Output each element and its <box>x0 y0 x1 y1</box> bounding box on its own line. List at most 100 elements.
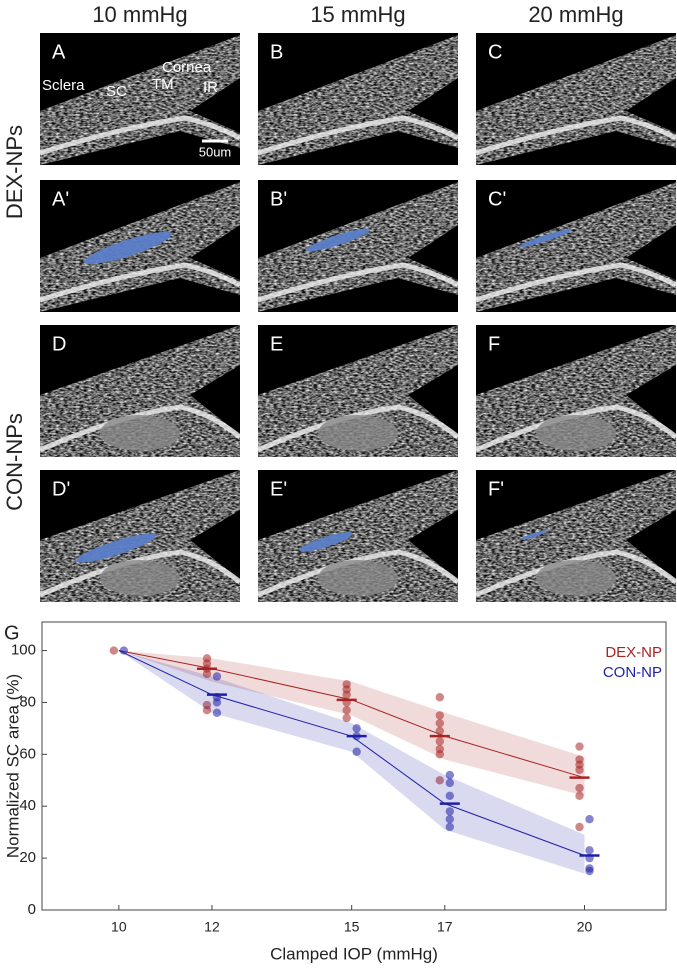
data-point <box>435 737 445 746</box>
annotation: IR <box>203 79 218 96</box>
x-axis-label: Clamped IOP (mmHg) <box>270 944 438 963</box>
data-point <box>202 706 212 715</box>
tissue-edge <box>476 262 676 303</box>
panel-letter: F <box>488 333 500 355</box>
tissue-blob <box>318 560 398 596</box>
y-tick-label: 100 <box>11 642 36 659</box>
data-point <box>212 672 222 681</box>
data-point <box>575 791 584 801</box>
tissue-edge <box>476 115 676 156</box>
tissue-edge <box>258 115 458 156</box>
tissue <box>476 35 676 165</box>
y-axis-label: Normalized SC area (%) <box>3 674 22 858</box>
tissue-edge <box>476 549 676 598</box>
tissue <box>258 325 458 457</box>
tissue-blob <box>318 415 398 451</box>
data-point <box>435 750 445 759</box>
panel-letter: B <box>270 41 283 63</box>
x-tick-label: 10 <box>111 919 127 935</box>
annotation: Cornea <box>162 59 212 76</box>
y-tick-label: 80 <box>19 693 36 710</box>
panel-letter: E <box>270 333 283 355</box>
annotation: TM <box>152 76 174 93</box>
image-panel <box>476 180 676 312</box>
tissue <box>476 325 676 457</box>
tissue-edge <box>258 549 458 598</box>
x-tick-label: 20 <box>577 919 593 935</box>
data-point <box>445 778 455 788</box>
sc-overlay <box>75 533 157 563</box>
image-panel <box>40 33 240 165</box>
data-point <box>585 866 594 876</box>
tissue-blob <box>536 415 616 451</box>
x-tick-label: 12 <box>204 919 220 935</box>
image-panel <box>40 470 240 602</box>
tissue <box>258 470 458 602</box>
panel-letter: F' <box>488 478 504 500</box>
data-point <box>352 747 361 756</box>
data-point <box>435 776 445 785</box>
x-tick-label: 15 <box>344 919 360 935</box>
data-point <box>202 669 212 679</box>
y-tick-label: 0 <box>28 901 36 918</box>
panel-letter: D <box>52 333 66 355</box>
panel-letter: C <box>488 41 502 63</box>
data-point <box>445 822 455 832</box>
tissue-edge <box>258 262 458 303</box>
image-panel <box>258 470 458 602</box>
data-point <box>435 711 445 720</box>
legend-entry: CON-NP <box>603 664 662 681</box>
column-header: 15 mmHg <box>310 2 405 27</box>
panel-letter: A' <box>52 188 69 210</box>
sc-overlay <box>520 530 548 540</box>
tissue-edge <box>258 404 458 453</box>
tissue-edge <box>476 404 676 453</box>
data-point <box>575 765 584 775</box>
panel-letter: D' <box>52 478 70 500</box>
data-point <box>352 724 361 733</box>
image-panel <box>476 470 676 602</box>
row-label: CON-NPs <box>2 413 27 511</box>
tissue <box>476 470 676 602</box>
panel-letter: E' <box>270 478 287 500</box>
tissue-blob <box>536 560 616 596</box>
sc-overlay <box>299 532 353 552</box>
tissue-blob <box>100 560 180 596</box>
tissue <box>40 35 240 165</box>
x-tick-label: 17 <box>437 919 453 935</box>
panel-letter: A <box>52 41 66 63</box>
panel-letter: C' <box>488 188 506 210</box>
sc-overlay <box>305 228 371 252</box>
data-point <box>342 690 351 699</box>
image-panel <box>476 325 676 457</box>
image-panel <box>40 180 240 312</box>
row-label: DEX-NPs <box>2 125 27 219</box>
data-point <box>585 814 594 824</box>
image-panel <box>258 325 458 457</box>
tissue <box>258 182 458 312</box>
data-point <box>212 698 222 707</box>
image-panel <box>476 33 676 165</box>
annotation: SC <box>106 83 127 100</box>
annotation: 50um <box>199 144 232 159</box>
tissue-edge <box>40 262 240 303</box>
data-point <box>445 807 455 816</box>
y-tick-label: 40 <box>19 797 36 814</box>
annotation: Sclera <box>42 77 85 94</box>
tissue <box>40 325 240 457</box>
tissue-blob <box>100 415 180 451</box>
data-point <box>575 742 584 751</box>
data-point <box>119 646 129 655</box>
image-panel <box>258 180 458 312</box>
data-point <box>342 713 351 723</box>
data-point <box>342 706 351 715</box>
confidence-band <box>118 650 585 874</box>
data-point <box>445 770 455 780</box>
data-point <box>585 846 594 855</box>
sc-overlay <box>84 231 172 265</box>
column-header: 20 mmHg <box>528 2 623 27</box>
data-point <box>435 726 445 736</box>
data-point <box>109 646 119 655</box>
